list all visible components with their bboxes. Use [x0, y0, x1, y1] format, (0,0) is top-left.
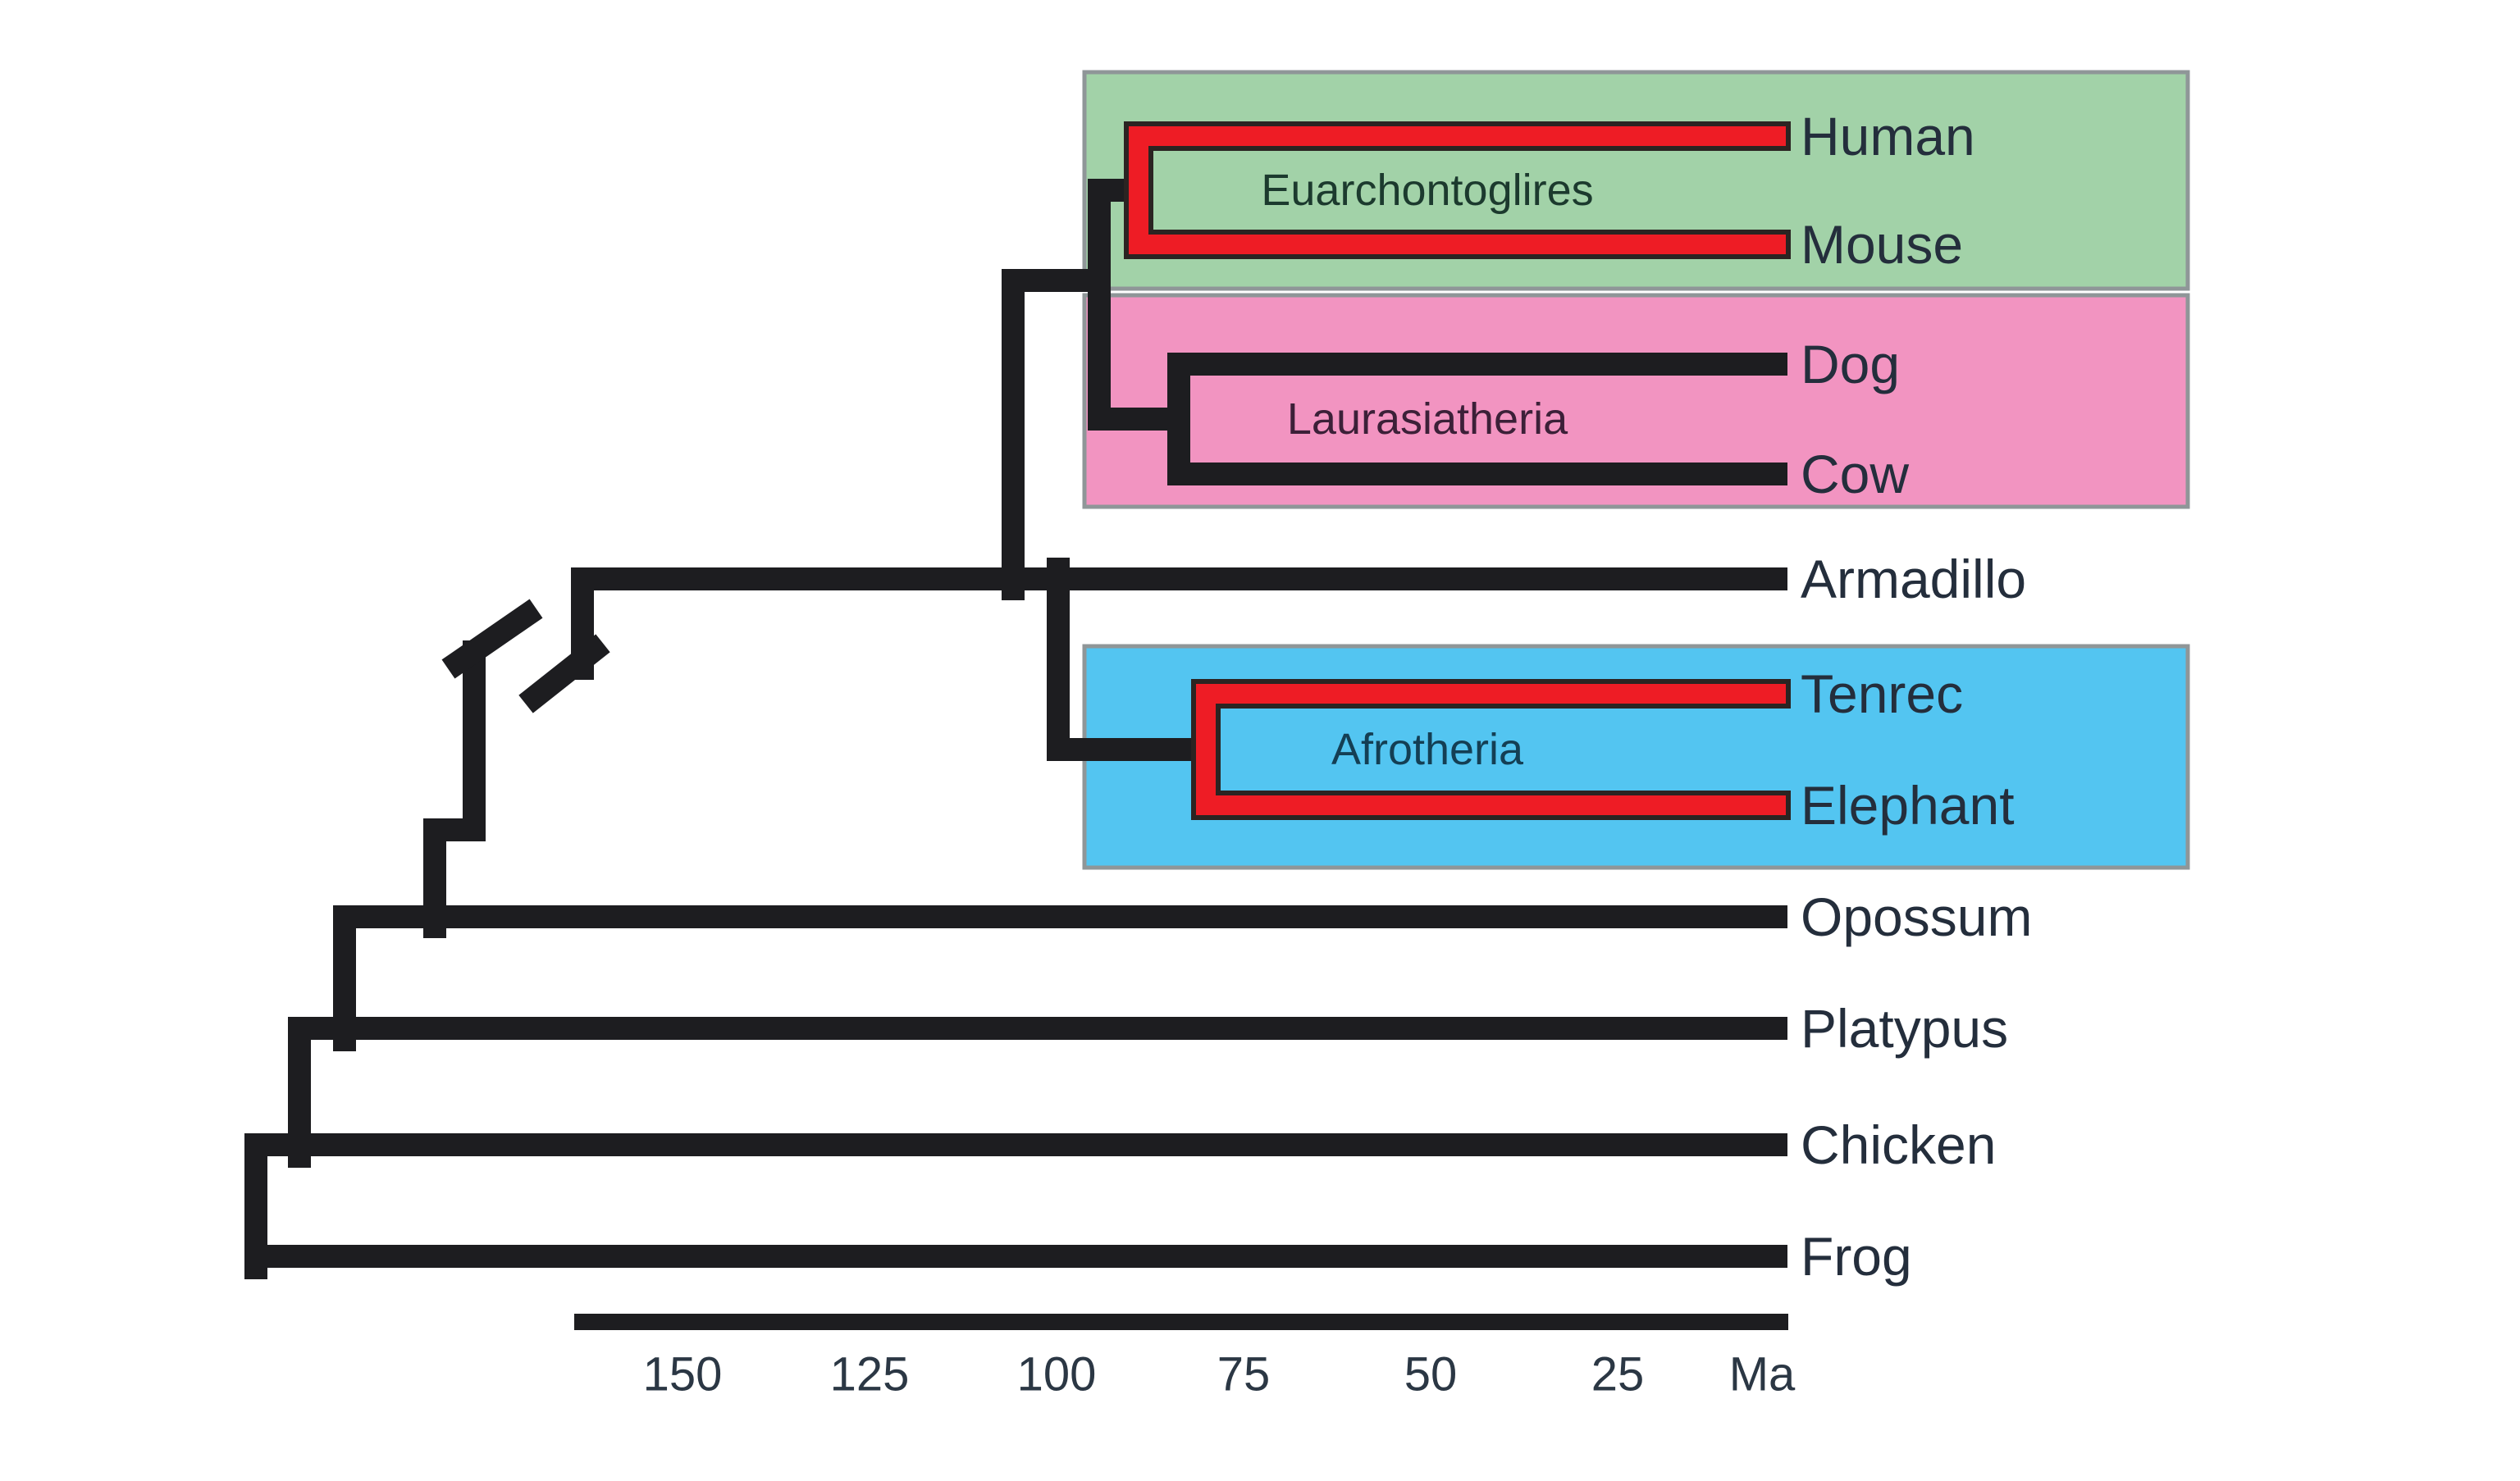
tick-label-75: 75 — [1217, 1348, 1271, 1401]
tick-label-150: 150 — [643, 1348, 723, 1401]
clade-label-euarchontoglires: Euarchontoglires — [1261, 166, 1593, 215]
tick-label-25: 25 — [1591, 1348, 1645, 1401]
leaf-label-dog: Dog — [1801, 334, 1900, 394]
branch-laurasiatheria-bracket — [1167, 353, 1787, 485]
leaf-label-platypus: Platypus — [1801, 998, 2008, 1059]
branch-stem-and-armadillo — [571, 567, 1787, 680]
tick-label-50: 50 — [1404, 1348, 1458, 1401]
branch-break-slash-lower — [441, 599, 543, 679]
tick-label-ma: Ma — [1729, 1348, 1796, 1401]
red-branch-euarchontoglires-clade — [1129, 126, 1786, 254]
clade-label-laurasiatheria: Laurasiatheria — [1287, 394, 1568, 444]
leaf-label-tenrec: Tenrec — [1801, 663, 1963, 724]
leaf-label-human: Human — [1801, 106, 1975, 166]
leaf-label-cow: Cow — [1801, 444, 1909, 504]
tick-label-125: 125 — [830, 1348, 910, 1401]
red-branch-afrotheria-clade — [1196, 684, 1786, 815]
leaf-label-opossum: Opossum — [1801, 886, 2032, 947]
leaf-label-elephant: Elephant — [1801, 775, 2015, 836]
branch-afrotheria-stem — [1047, 558, 1206, 761]
leaf-label-mouse: Mouse — [1801, 214, 1963, 275]
branch-boreoeutheria-stem — [1002, 269, 1111, 600]
leaf-label-frog: Frog — [1801, 1226, 1912, 1287]
clade-label-afrotheria: Afrotheria — [1331, 725, 1524, 774]
tick-label-100: 100 — [1017, 1348, 1097, 1401]
leaf-label-chicken: Chicken — [1801, 1114, 1996, 1175]
leaf-label-armadillo: Armadillo — [1801, 549, 2026, 609]
branch-placental-stem-riser — [423, 640, 486, 938]
